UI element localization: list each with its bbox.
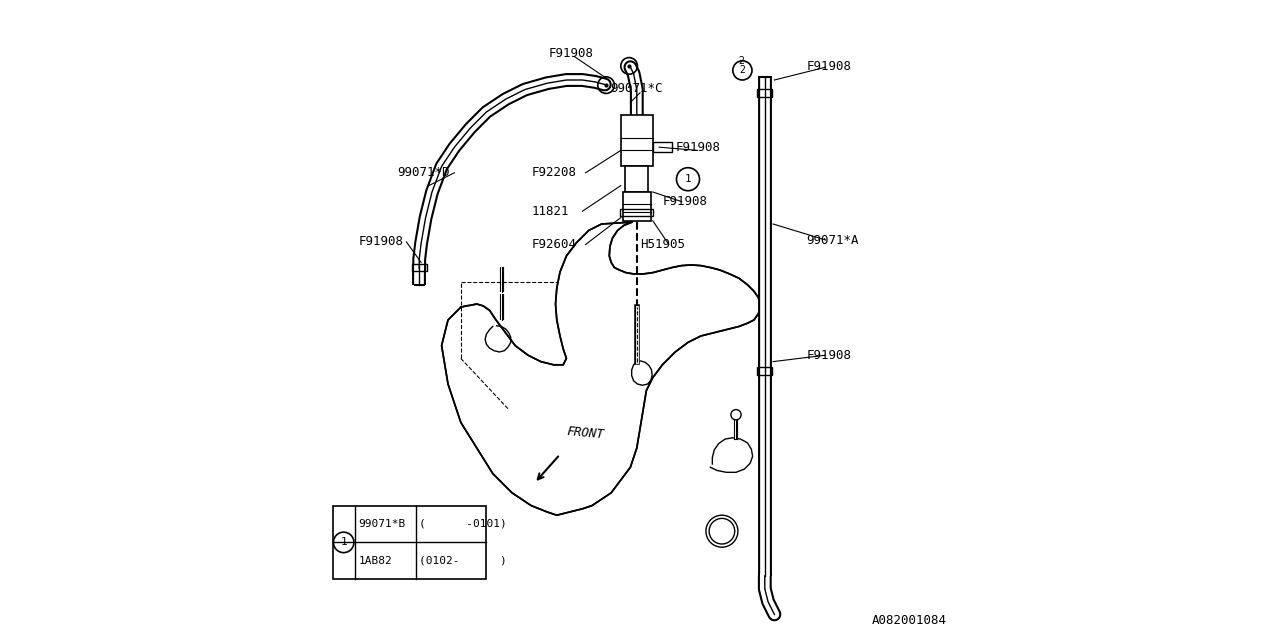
Text: H51905: H51905 (640, 238, 685, 251)
Text: F91908: F91908 (676, 141, 721, 154)
Bar (623, 192, 652, 221)
Text: FRONT: FRONT (566, 426, 605, 442)
Text: F91908: F91908 (806, 349, 851, 362)
Bar (653, 142, 672, 152)
Bar (620, 209, 654, 216)
Text: A082001084: A082001084 (872, 614, 947, 627)
Polygon shape (442, 222, 760, 515)
Text: F91908: F91908 (549, 47, 594, 60)
Text: 11821: 11821 (531, 205, 568, 218)
Text: 99071*D: 99071*D (397, 166, 449, 179)
Bar (333, 506, 486, 579)
Text: 99071*A: 99071*A (806, 234, 859, 246)
Circle shape (731, 410, 741, 420)
Text: F91908: F91908 (358, 236, 403, 248)
Text: 2: 2 (740, 65, 745, 76)
Text: 1: 1 (340, 538, 347, 547)
Text: F92604: F92604 (531, 238, 576, 251)
Text: F92208: F92208 (531, 166, 576, 179)
Text: 99071*C: 99071*C (611, 82, 663, 95)
Text: F91908: F91908 (663, 195, 708, 208)
Bar (621, 115, 653, 166)
Bar (756, 89, 772, 97)
Text: F91908: F91908 (806, 60, 851, 73)
Text: 1AB82: 1AB82 (358, 556, 392, 566)
Bar (756, 367, 772, 375)
Text: 99071*B: 99071*B (358, 519, 406, 529)
Bar (412, 264, 428, 271)
Bar (625, 166, 648, 192)
Text: (      -0101): ( -0101) (420, 519, 507, 529)
Text: 2: 2 (739, 56, 744, 66)
Text: 1: 1 (685, 174, 691, 184)
Text: (0102-      ): (0102- ) (420, 556, 507, 566)
